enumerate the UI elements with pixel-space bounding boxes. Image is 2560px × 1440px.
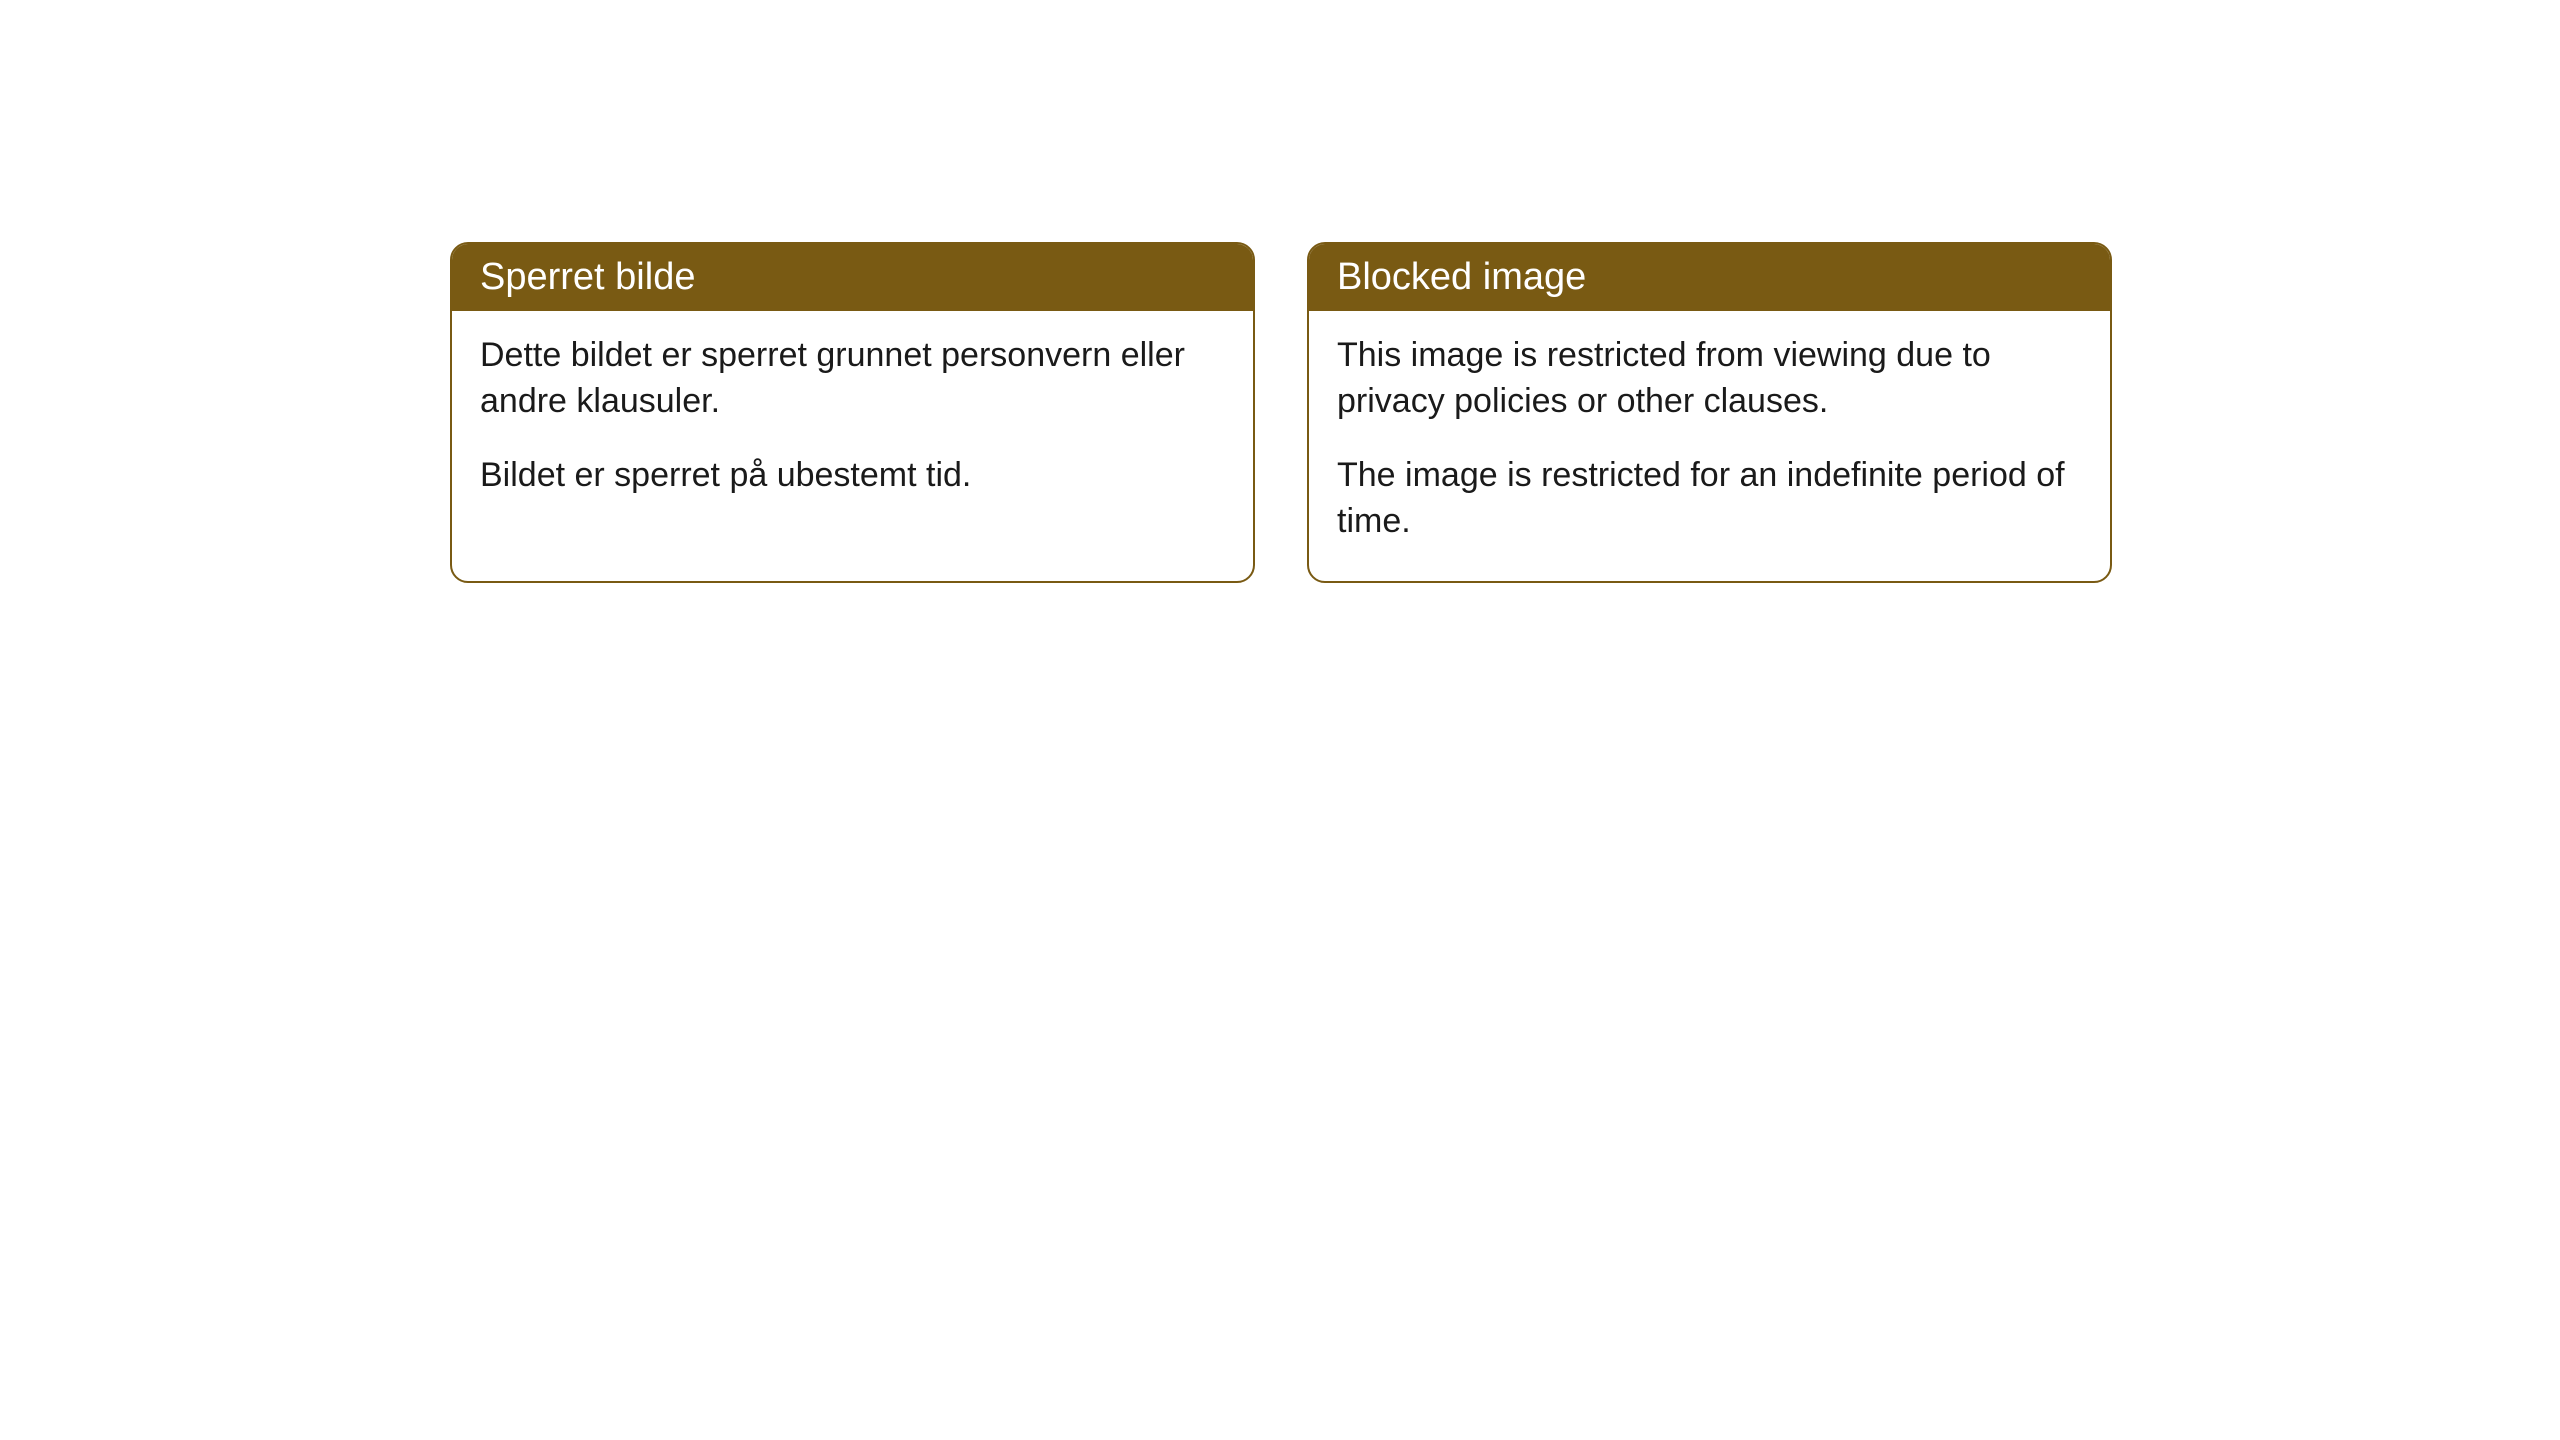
card-paragraph: Dette bildet er sperret grunnet personve… bbox=[480, 333, 1225, 425]
card-paragraph: This image is restricted from viewing du… bbox=[1337, 333, 2082, 425]
card-title: Blocked image bbox=[1309, 244, 2110, 311]
notice-card-norwegian: Sperret bilde Dette bildet er sperret gr… bbox=[450, 242, 1255, 583]
card-paragraph: Bildet er sperret på ubestemt tid. bbox=[480, 453, 1225, 499]
card-title: Sperret bilde bbox=[452, 244, 1253, 311]
notice-cards-container: Sperret bilde Dette bildet er sperret gr… bbox=[450, 242, 2112, 583]
card-body: This image is restricted from viewing du… bbox=[1309, 311, 2110, 581]
notice-card-english: Blocked image This image is restricted f… bbox=[1307, 242, 2112, 583]
card-body: Dette bildet er sperret grunnet personve… bbox=[452, 311, 1253, 535]
card-paragraph: The image is restricted for an indefinit… bbox=[1337, 453, 2082, 545]
